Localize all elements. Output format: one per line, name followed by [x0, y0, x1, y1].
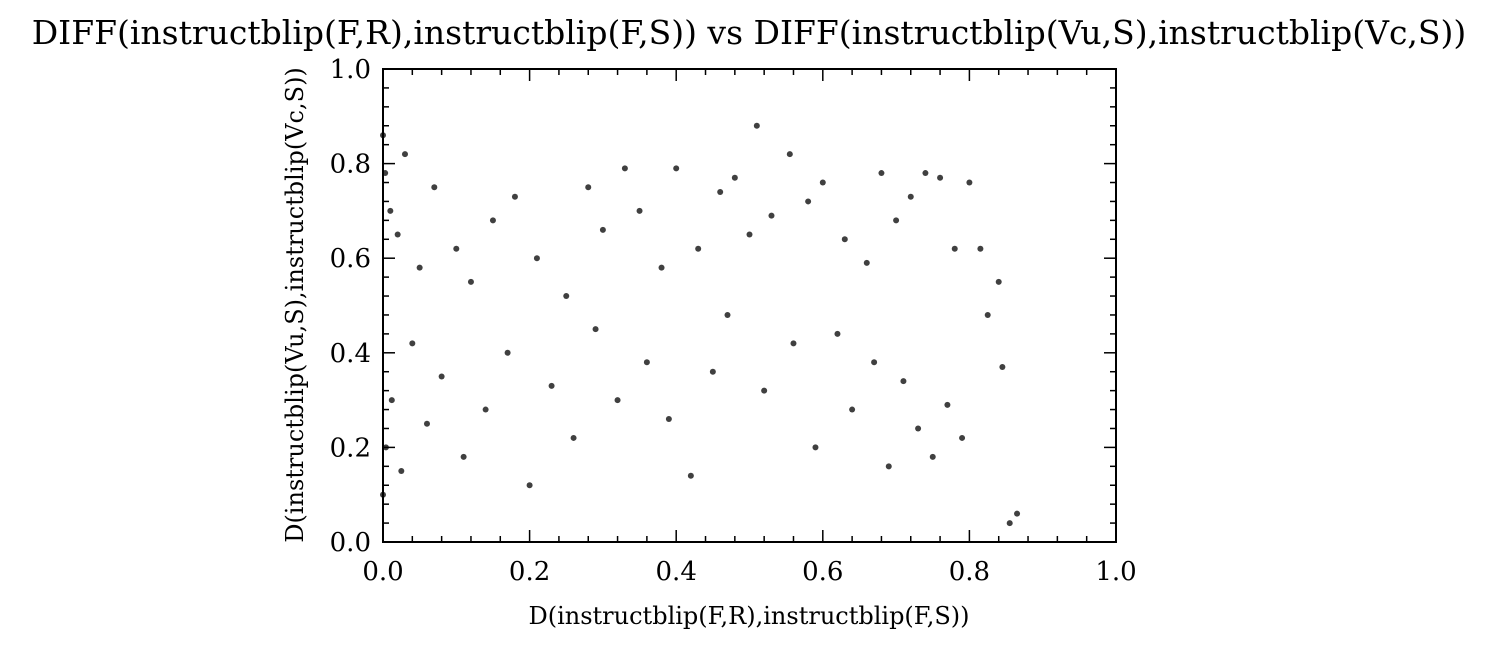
plot-frame [382, 68, 1117, 543]
data-point [398, 468, 405, 475]
data-point [984, 311, 991, 318]
data-point [999, 363, 1006, 370]
data-point [959, 434, 966, 441]
data-point [834, 330, 841, 337]
data-point [409, 340, 416, 347]
axis-ticks: 0.0 0.2 0.4 0.6 0.8 1.0 0.0 0.2 0.4 0.6 0.8 1.0 [330, 55, 1137, 587]
data-point [687, 472, 694, 479]
data-point [423, 420, 430, 427]
data-point [878, 170, 885, 177]
data-point [768, 212, 775, 219]
data-point [790, 340, 797, 347]
data-point [753, 122, 760, 129]
data-point [489, 217, 496, 224]
data-point [533, 255, 540, 262]
y-axis-label: D(instructblip(Vu,S),instructblip(Vc,S)) [281, 67, 309, 543]
y-tick-label: 0.8 [330, 150, 371, 180]
y-tick-label: 0.4 [330, 339, 371, 369]
data-point [636, 207, 643, 214]
data-point [658, 264, 665, 271]
x-tick-label: 1.0 [1095, 557, 1136, 587]
data-point [805, 198, 812, 205]
data-point [1014, 510, 1021, 517]
data-point [673, 165, 680, 172]
data-point [511, 193, 518, 200]
data-point [570, 434, 577, 441]
data-point [786, 151, 793, 158]
y-tick-label: 1.0 [330, 55, 371, 85]
data-point [929, 453, 936, 460]
data-point [944, 401, 951, 408]
data-point [599, 226, 606, 233]
data-point [621, 165, 628, 172]
data-point [438, 373, 445, 380]
data-point [460, 453, 467, 460]
data-point [966, 179, 973, 186]
data-point [977, 245, 984, 252]
x-tick-label: 0.8 [949, 557, 990, 587]
y-tick-label: 0.6 [330, 244, 371, 274]
data-point [614, 397, 621, 404]
data-point [724, 311, 731, 318]
data-point [819, 179, 826, 186]
data-point [695, 245, 702, 252]
data-point [907, 193, 914, 200]
data-point [995, 278, 1002, 285]
y-tick-label: 0.0 [330, 528, 371, 558]
data-point [746, 231, 753, 238]
chart-title: DIFF(instructblip(F,R),instructblip(F,S)… [32, 13, 1467, 52]
data-point [812, 444, 819, 451]
x-tick-label: 0.6 [802, 557, 843, 587]
data-point [841, 236, 848, 243]
x-tick-label: 0.4 [656, 557, 697, 587]
x-axis-label: D(instructblip(F,R),instructblip(F,S)) [528, 602, 969, 630]
data-point [563, 293, 570, 300]
data-point [922, 170, 929, 177]
data-point [863, 259, 870, 266]
data-point [951, 245, 958, 252]
x-tick-label: 0.0 [362, 557, 403, 587]
data-point [643, 359, 650, 366]
data-point [526, 482, 533, 489]
data-point [592, 326, 599, 333]
data-point [871, 359, 878, 366]
data-point [394, 231, 401, 238]
data-point [388, 397, 395, 404]
data-point [585, 184, 592, 191]
data-point [900, 378, 907, 385]
data-point [717, 188, 724, 195]
data-point [387, 207, 394, 214]
data-point [453, 245, 460, 252]
data-point [431, 184, 438, 191]
data-point [915, 425, 922, 432]
data-point [416, 264, 423, 271]
data-point [1006, 520, 1013, 527]
data-point [665, 416, 672, 423]
data-point [849, 406, 856, 413]
data-point [761, 387, 768, 394]
data-point [467, 278, 474, 285]
y-tick-label: 0.2 [330, 433, 371, 463]
data-point [709, 368, 716, 375]
data-point [504, 349, 511, 356]
scatter-points [380, 122, 1021, 527]
data-point [893, 217, 900, 224]
data-point [548, 382, 555, 389]
data-point [885, 463, 892, 470]
data-point [731, 174, 738, 181]
data-point [401, 151, 408, 158]
data-point [937, 174, 944, 181]
data-point [482, 406, 489, 413]
x-tick-label: 0.2 [509, 557, 550, 587]
